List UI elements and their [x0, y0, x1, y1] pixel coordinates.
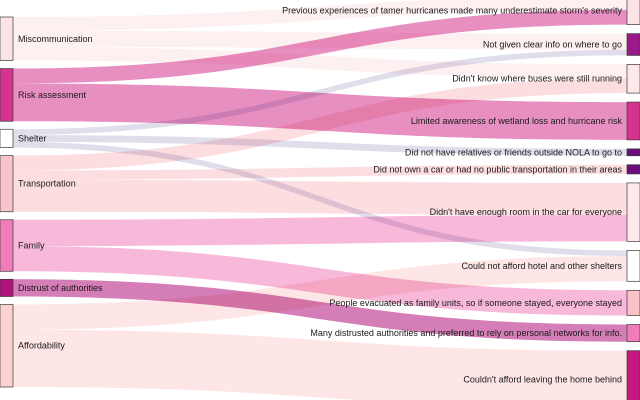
- target-node-6: [626, 164, 640, 175]
- target-label-10: Many distrusted authorities and preferre…: [310, 328, 622, 338]
- sankey-labels: Miscommunication Risk assessment Shelter Tr…: [18, 5, 622, 384]
- target-node-3: [626, 64, 640, 94]
- link-s7-t8: [13, 256, 627, 330]
- source-label-2: Risk assessment: [18, 90, 87, 100]
- link-s3-t5: [13, 134, 627, 156]
- source-label-6: Distrust of authorities: [18, 283, 103, 293]
- target-node-4: [626, 101, 640, 141]
- link-s4-t3: [13, 78, 627, 171]
- target-node-10: [626, 324, 640, 343]
- link-s6-t10: [13, 279, 627, 342]
- source-node-1: [0, 16, 14, 61]
- target-label-7: Didn't have enough room in the car for e…: [430, 207, 622, 217]
- source-node-6: [0, 278, 14, 297]
- target-node-11: [626, 350, 640, 400]
- target-label-6: Did not own a car or had no public trans…: [373, 164, 622, 174]
- source-node-5: [0, 219, 14, 272]
- sankey-links: [13, 0, 627, 400]
- source-label-5: Family: [18, 241, 45, 251]
- source-node-4: [0, 155, 14, 213]
- target-label-1: Previous experiences of tamer hurricanes…: [282, 5, 622, 15]
- target-label-9: People evacuated as family units, so if …: [329, 298, 622, 308]
- target-node-2: [626, 33, 640, 56]
- source-label-1: Miscommunication: [18, 34, 93, 44]
- target-node-1: [626, 0, 640, 25]
- target-node-5: [626, 148, 640, 157]
- target-node-8: [626, 250, 640, 282]
- link-s5-t7: [13, 215, 627, 247]
- source-label-3: Shelter: [18, 133, 47, 143]
- source-node-7: [0, 304, 14, 388]
- target-label-2: Not given clear info on where to go: [483, 40, 622, 50]
- source-node-2: [0, 68, 14, 122]
- target-label-5: Did not have relatives or friends outsid…: [405, 147, 622, 157]
- link-s3-t2: [13, 49, 627, 135]
- link-s2-t4: [13, 83, 627, 140]
- target-node-9: [626, 289, 640, 316]
- target-label-8: Could not afford hotel and other shelter…: [462, 261, 623, 271]
- link-s4-t7: [13, 179, 627, 216]
- target-label-11: Couldn't afford leaving the home behind: [463, 374, 622, 384]
- target-node-7: [626, 182, 640, 242]
- link-s1-t3: [13, 46, 627, 79]
- link-s2-t1: [13, 9, 627, 84]
- source-label-7: Affordability: [18, 341, 65, 351]
- target-label-4: Limited awareness of wetland loss and hu…: [411, 116, 623, 126]
- source-node-3: [0, 128, 14, 148]
- link-s1-t1: [13, 0, 627, 31]
- link-s4-t6: [13, 164, 627, 180]
- target-label-3: Didn't know where buses were still runni…: [452, 74, 622, 84]
- link-s7-t11: [13, 329, 627, 400]
- source-label-4: Transportation: [18, 179, 76, 189]
